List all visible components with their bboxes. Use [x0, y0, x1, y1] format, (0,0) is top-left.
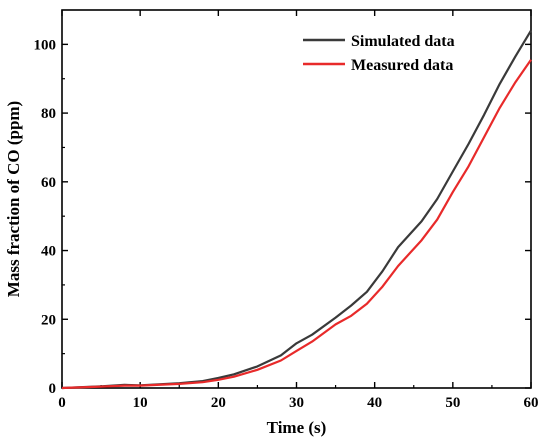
axes: 0 10 20 30 40 50 60 0 20 40 60 80 100 — [34, 9, 539, 411]
y-tick-label: 80 — [41, 106, 56, 122]
series-group — [61, 30, 532, 390]
legend-label-0: Simulated data — [351, 33, 455, 50]
y-tick-label: 0 — [49, 381, 57, 397]
y-tick-label: 40 — [41, 244, 56, 260]
legend-label-1: Measured data — [351, 57, 453, 74]
y-tick-label: 60 — [41, 175, 56, 191]
x-tick-label: 10 — [133, 395, 148, 411]
y-axis-title: Mass fraction of CO (ppm) — [4, 101, 23, 297]
series-line-1 — [61, 59, 532, 390]
x-tick-label: 40 — [367, 395, 382, 411]
x-tick-label: 60 — [524, 395, 539, 411]
legend: Simulated data Measured data — [303, 33, 455, 74]
series-line-0 — [61, 30, 532, 390]
x-tick-label: 30 — [289, 395, 304, 411]
plot-frame — [61, 9, 532, 389]
x-tick-label: 20 — [211, 395, 226, 411]
x-tick-label: 50 — [445, 395, 460, 411]
x-tick-label: 0 — [58, 395, 66, 411]
x-axis-title: Time (s) — [267, 418, 327, 437]
y-tick-label: 20 — [41, 312, 56, 328]
y-tick-label: 100 — [34, 37, 57, 53]
